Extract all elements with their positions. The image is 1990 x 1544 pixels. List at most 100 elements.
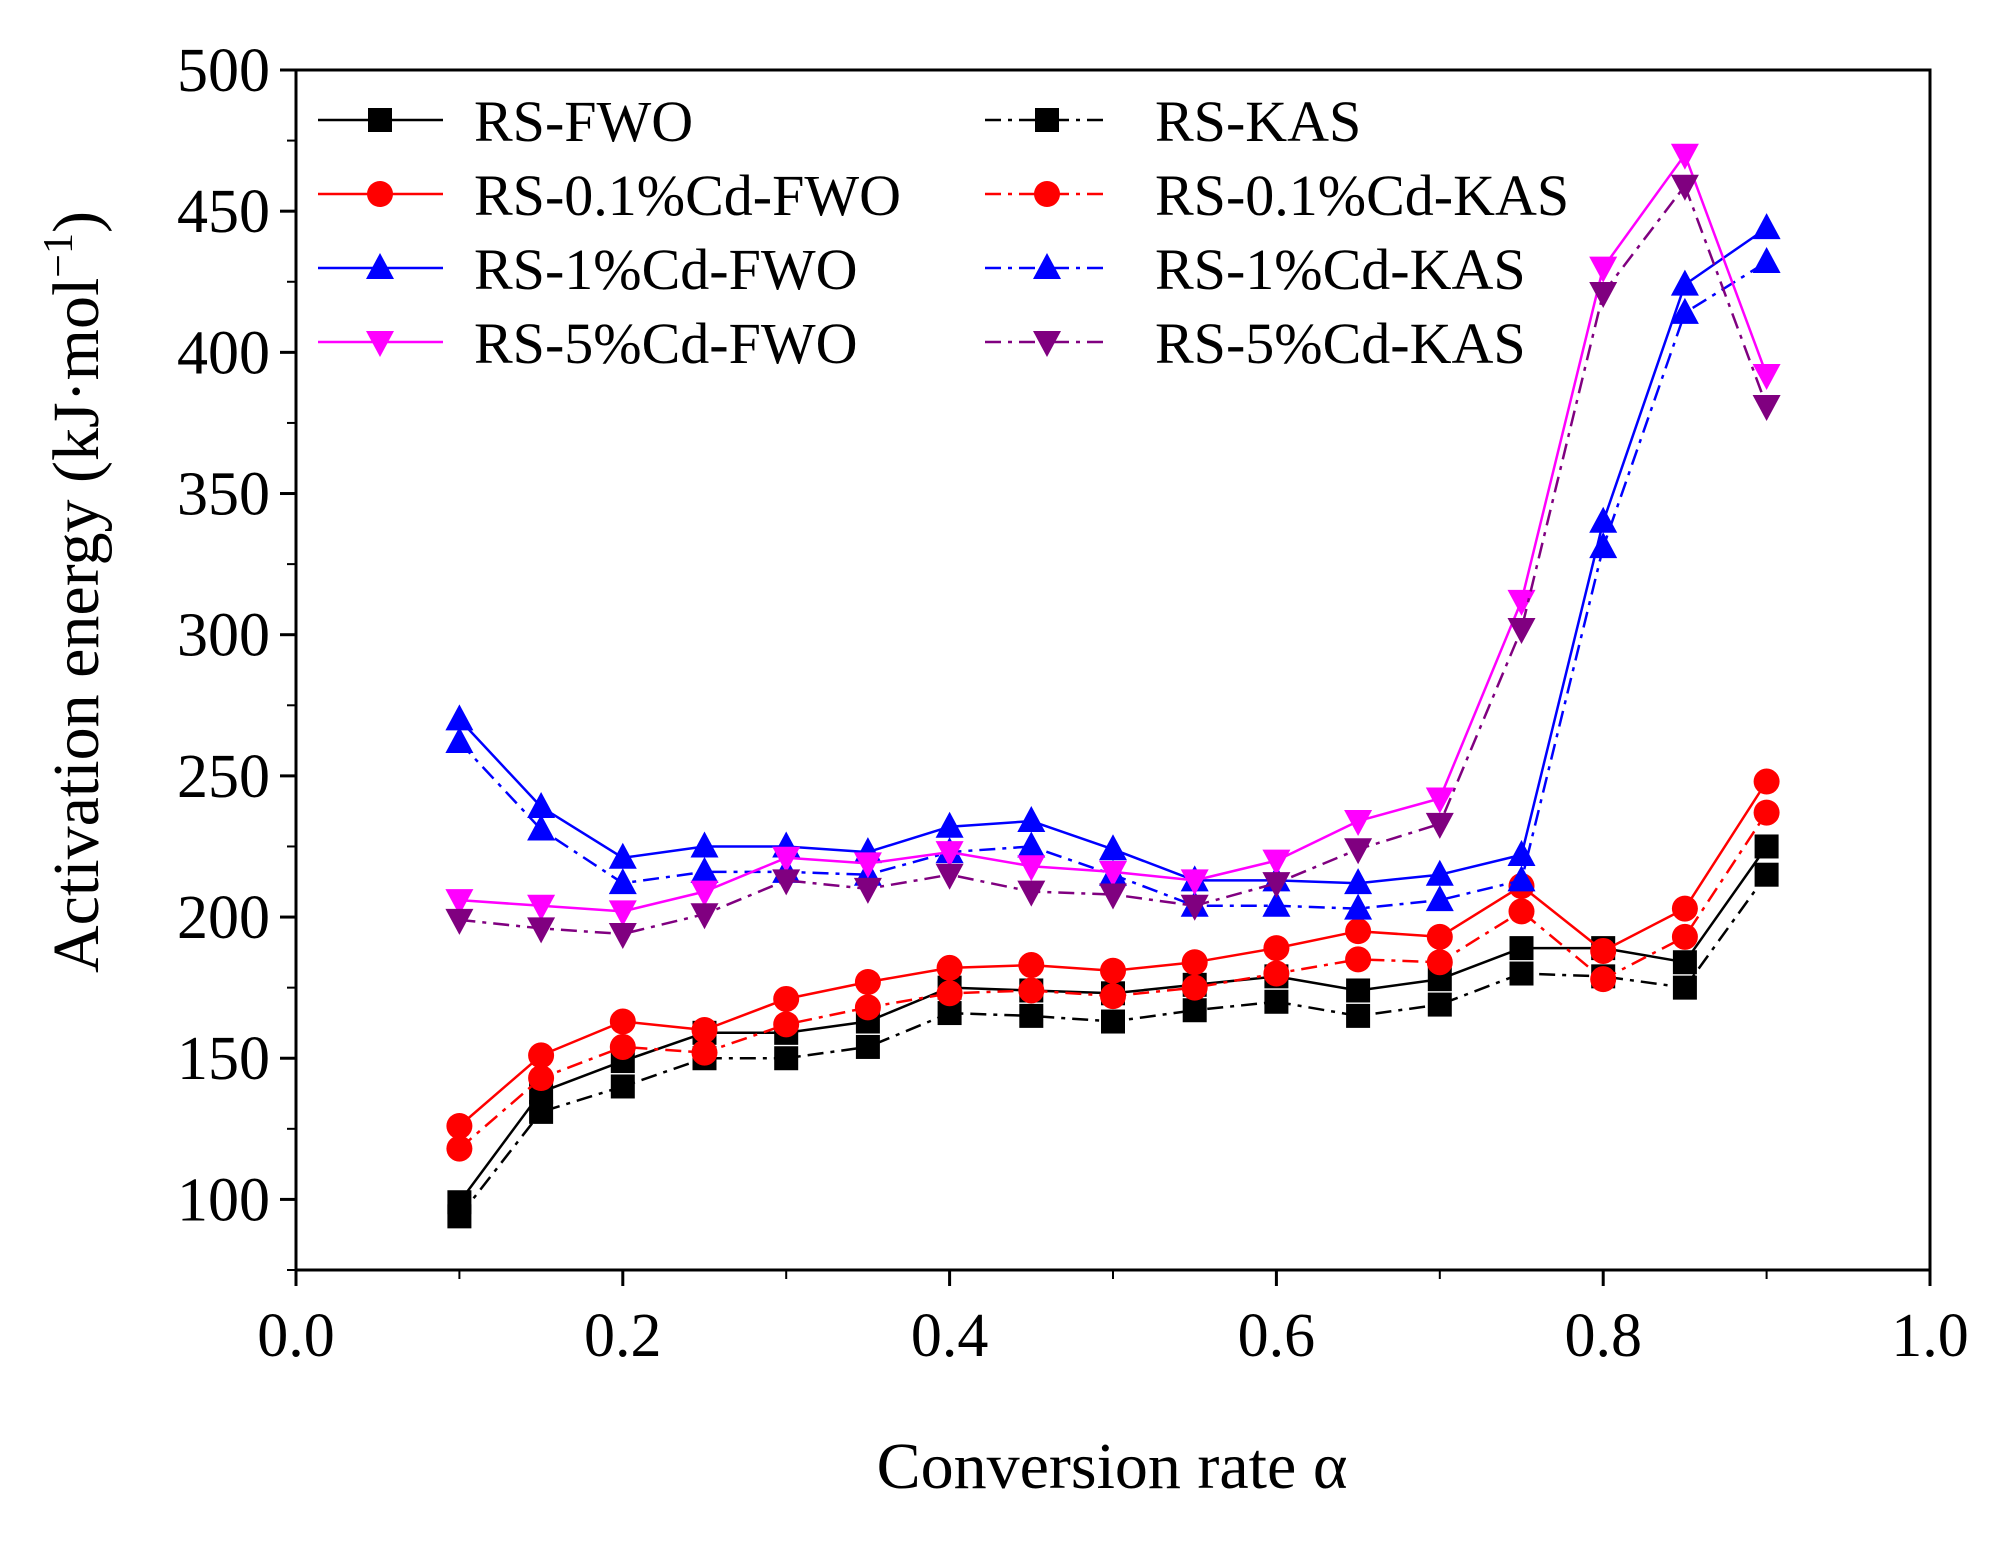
y-tick-label: 150 (177, 1025, 270, 1093)
legend-marker (367, 181, 393, 207)
series-RS-0.1%Cd-KAS (446, 799, 1780, 1162)
data-point (1019, 1003, 1044, 1028)
data-point (1672, 950, 1697, 975)
data-point (690, 880, 719, 907)
x-axis-label: Conversion rate α (877, 1430, 1348, 1503)
data-point (1263, 935, 1290, 962)
data-point (1508, 898, 1535, 925)
data-point (527, 894, 556, 921)
series-layer (445, 143, 1781, 1229)
legend-label: RS-1%Cd-KAS (1155, 237, 1526, 302)
data-point (1425, 812, 1454, 839)
data-point (853, 877, 882, 904)
data-point (1753, 799, 1780, 826)
data-point (1425, 885, 1454, 912)
data-point (935, 863, 964, 890)
data-point (1589, 532, 1618, 559)
data-point (609, 1008, 636, 1035)
y-tick-label: 200 (177, 884, 270, 952)
x-tick-label: 0.0 (257, 1302, 335, 1370)
legend-marker (366, 331, 394, 357)
data-point (447, 1204, 472, 1229)
legend-marker (366, 253, 394, 279)
data-point (1100, 957, 1126, 984)
data-point (1263, 960, 1290, 987)
data-point (772, 869, 801, 896)
legend-item: RS-FWO (318, 89, 693, 154)
data-point (529, 1099, 554, 1124)
data-point (1670, 269, 1699, 296)
data-point (1754, 862, 1779, 887)
data-point (1346, 978, 1371, 1003)
data-point (774, 1046, 799, 1071)
data-point (773, 1011, 800, 1038)
y-tick-label: 300 (177, 602, 270, 670)
data-point (1345, 918, 1372, 945)
data-point (1100, 983, 1126, 1010)
data-point (1017, 880, 1046, 907)
legend-label: RS-KAS (1155, 89, 1361, 154)
data-point (1670, 174, 1699, 201)
data-point (608, 842, 637, 869)
data-point (446, 1113, 473, 1139)
data-point (1017, 806, 1046, 833)
data-point (1017, 831, 1046, 858)
y-tick-label: 100 (177, 1166, 270, 1234)
legend-item: RS-5%Cd-FWO (318, 311, 857, 376)
data-point (1344, 838, 1373, 865)
data-point (609, 1033, 636, 1060)
data-point (1180, 894, 1209, 921)
data-point (936, 954, 963, 981)
data-point (690, 856, 719, 883)
data-point (1181, 949, 1208, 976)
data-point (1345, 946, 1372, 973)
data-point (1671, 923, 1698, 950)
data-point (1507, 865, 1536, 892)
data-point (527, 791, 556, 818)
series-RS-0.1%Cd-FWO (446, 768, 1780, 1139)
data-point (1262, 872, 1291, 899)
data-point (1425, 787, 1454, 814)
data-point (1753, 768, 1780, 795)
data-point (528, 1042, 555, 1069)
data-point (1344, 868, 1373, 895)
data-point (690, 831, 719, 858)
data-point (1507, 589, 1536, 616)
legend-item: RS-0.1%Cd-FWO (318, 163, 901, 228)
x-tick-label: 0.8 (1564, 1302, 1642, 1370)
x-tick-label: 1.0 (1891, 1302, 1969, 1370)
data-point (1752, 213, 1781, 240)
data-point (1101, 1009, 1125, 1034)
legend-marker (1033, 253, 1061, 279)
data-point (1752, 247, 1781, 273)
y-tick-label: 400 (177, 319, 270, 387)
legend-label: RS-FWO (474, 89, 693, 154)
data-point (1754, 834, 1779, 859)
legend-marker (1035, 108, 1059, 132)
y-tick-label: 500 (177, 37, 270, 105)
data-point (445, 704, 474, 731)
y-axis-label-main: Activation energy (kJ·mol (40, 278, 113, 973)
data-point (936, 980, 963, 1007)
data-point (1671, 895, 1698, 922)
y-axis-label: Activation energy (kJ·mol−1) (36, 211, 113, 973)
data-point (1426, 923, 1453, 950)
legend-label: RS-1%Cd-FWO (474, 237, 857, 302)
data-point (690, 903, 719, 930)
data-point (1425, 859, 1454, 886)
y-axis-label-superscript: −1 (36, 233, 82, 278)
data-point (1509, 936, 1534, 961)
legend-item: RS-0.1%Cd-KAS (985, 163, 1569, 228)
data-point (691, 1039, 718, 1066)
data-point (1264, 989, 1289, 1014)
data-point (1018, 952, 1045, 979)
y-axis-label-close: ) (40, 211, 113, 233)
data-point (528, 1065, 555, 1091)
data-point (935, 841, 964, 868)
data-point (445, 908, 474, 935)
data-point (1670, 297, 1699, 324)
x-tick-label: 0.6 (1238, 1302, 1316, 1370)
data-point (446, 1135, 473, 1162)
data-point (935, 811, 964, 838)
data-point (608, 923, 637, 949)
